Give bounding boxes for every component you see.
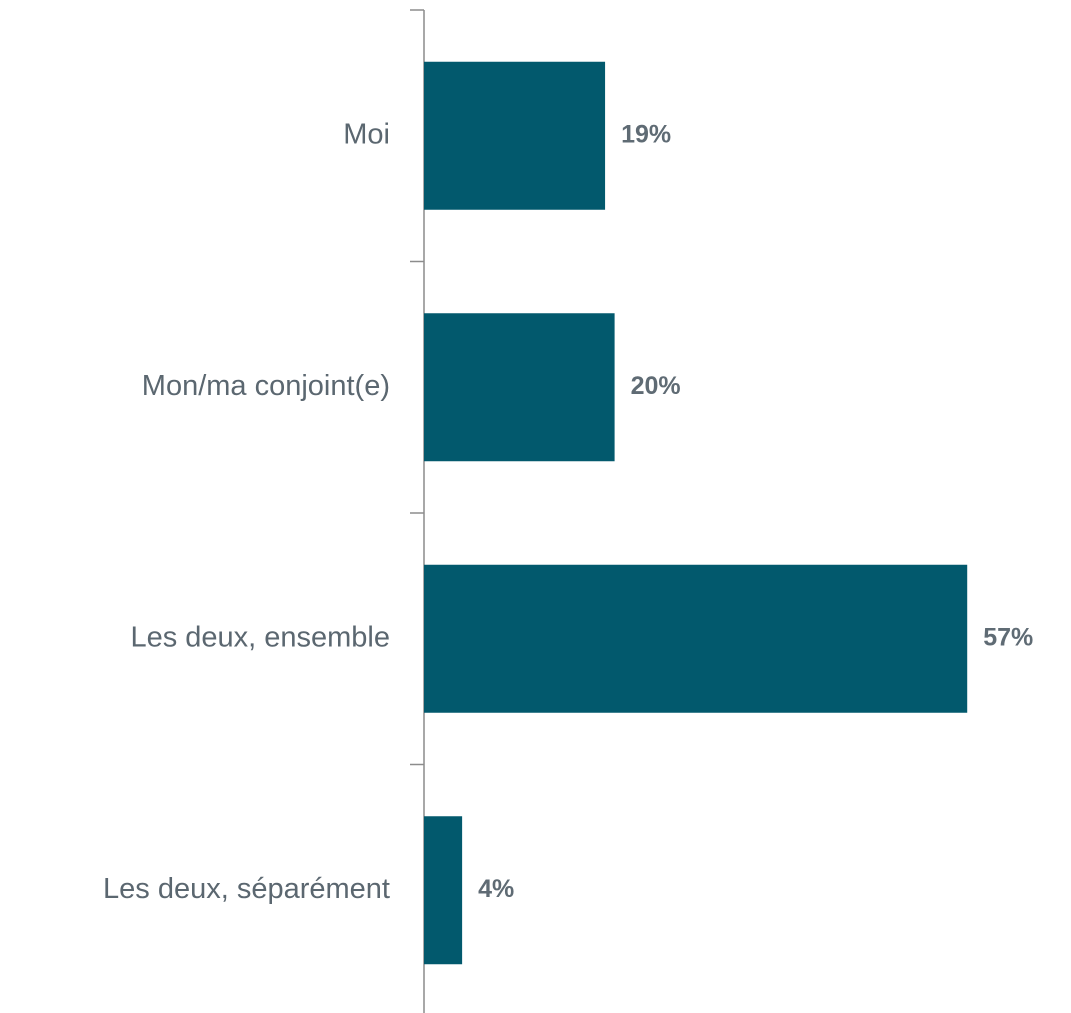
value-label: 4%: [478, 875, 514, 903]
bar: [424, 816, 463, 965]
category-label: Les deux, ensemble: [130, 621, 390, 653]
bar: [424, 313, 615, 462]
category-label: Mon/ma conjoint(e): [142, 370, 390, 402]
value-label: 19%: [621, 120, 671, 148]
value-label: 57%: [983, 623, 1033, 651]
bar: [424, 564, 968, 713]
value-label: 20%: [631, 372, 681, 400]
bar: [424, 61, 606, 210]
category-label: Les deux, séparément: [103, 873, 390, 905]
category-label: Moi: [343, 118, 390, 150]
